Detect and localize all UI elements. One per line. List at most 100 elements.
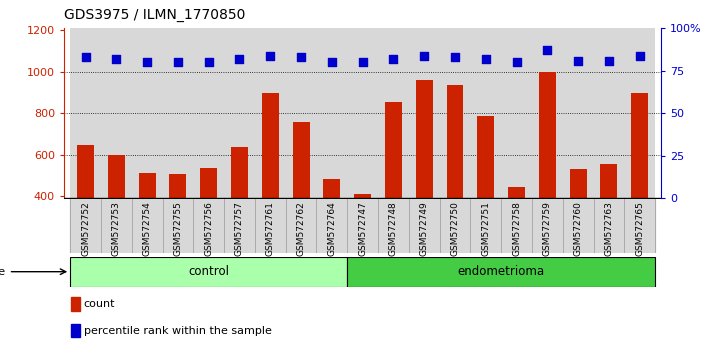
Bar [409, 28, 439, 198]
Bar [255, 28, 286, 198]
Point [234, 56, 245, 62]
Bar [163, 198, 193, 253]
Text: disease state: disease state [0, 267, 6, 277]
Text: GSM572761: GSM572761 [266, 201, 274, 256]
Bar [539, 72, 556, 198]
Bar [169, 175, 186, 198]
Text: control: control [188, 265, 229, 278]
Text: GSM572760: GSM572760 [574, 201, 582, 256]
Bar [101, 198, 132, 253]
Text: GSM572758: GSM572758 [512, 201, 521, 256]
Bar [71, 324, 80, 337]
Bar [624, 28, 655, 198]
Text: GDS3975 / ILMN_1770850: GDS3975 / ILMN_1770850 [64, 7, 245, 22]
Bar [447, 85, 464, 198]
Point [419, 53, 430, 58]
Bar [139, 173, 156, 198]
Text: GSM572759: GSM572759 [542, 201, 552, 256]
Bar [501, 198, 532, 253]
Bar [163, 28, 193, 198]
Bar [562, 198, 594, 253]
Bar [71, 297, 80, 311]
Bar [286, 28, 316, 198]
Bar [324, 178, 341, 198]
Bar [70, 198, 101, 253]
Bar [347, 28, 378, 198]
Bar [385, 102, 402, 198]
Bar [262, 92, 279, 198]
Bar [378, 198, 409, 253]
Bar [347, 198, 378, 253]
Bar [409, 198, 439, 253]
Text: GSM572753: GSM572753 [112, 201, 121, 256]
Point [634, 53, 646, 58]
Bar [508, 187, 525, 198]
Text: GSM572750: GSM572750 [451, 201, 459, 256]
Bar [471, 198, 501, 253]
Text: GSM572756: GSM572756 [204, 201, 213, 256]
Text: GSM572754: GSM572754 [143, 201, 151, 256]
Bar [532, 28, 562, 198]
Bar [562, 28, 594, 198]
Point [264, 53, 276, 58]
Text: GSM572752: GSM572752 [81, 201, 90, 256]
Bar [624, 198, 655, 253]
Text: GSM572765: GSM572765 [635, 201, 644, 256]
Bar [477, 116, 494, 198]
Text: GSM572763: GSM572763 [604, 201, 614, 256]
Text: GSM572762: GSM572762 [296, 201, 306, 256]
Bar [201, 168, 217, 198]
Point [111, 56, 122, 62]
Bar [416, 80, 433, 198]
Point [295, 55, 306, 60]
Bar [532, 198, 562, 253]
Bar [77, 145, 94, 198]
Bar [193, 28, 224, 198]
Point [326, 59, 338, 65]
Point [480, 56, 491, 62]
Point [603, 58, 614, 63]
Bar [600, 164, 617, 198]
Point [203, 59, 215, 65]
Bar [231, 148, 248, 198]
Bar [501, 28, 532, 198]
Bar [286, 198, 316, 253]
Bar [224, 198, 255, 253]
Bar [224, 28, 255, 198]
Text: GSM572757: GSM572757 [235, 201, 244, 256]
Point [172, 59, 183, 65]
Bar [631, 92, 648, 198]
Text: GSM572764: GSM572764 [327, 201, 336, 256]
Bar [292, 121, 309, 198]
Text: GSM572747: GSM572747 [358, 201, 367, 256]
Bar [354, 194, 371, 198]
Text: percentile rank within the sample: percentile rank within the sample [84, 326, 272, 336]
Text: endometrioma: endometrioma [458, 265, 545, 278]
Text: count: count [84, 299, 115, 309]
Bar [255, 198, 286, 253]
Bar [594, 28, 624, 198]
Bar [70, 28, 101, 198]
Point [449, 55, 461, 60]
Bar [101, 28, 132, 198]
Bar [594, 198, 624, 253]
Bar [439, 28, 471, 198]
Bar [471, 28, 501, 198]
Bar [70, 257, 347, 287]
Point [572, 58, 584, 63]
Text: GSM572751: GSM572751 [481, 201, 491, 256]
Bar [132, 28, 163, 198]
Bar [378, 28, 409, 198]
Bar [108, 155, 125, 198]
Point [387, 56, 399, 62]
Point [357, 59, 368, 65]
Point [542, 47, 553, 53]
Bar [193, 198, 224, 253]
Text: GSM572748: GSM572748 [389, 201, 398, 256]
Bar [132, 198, 163, 253]
Point [510, 59, 522, 65]
Text: GSM572755: GSM572755 [173, 201, 183, 256]
Point [141, 59, 153, 65]
Bar [316, 198, 347, 253]
Bar [570, 169, 587, 198]
